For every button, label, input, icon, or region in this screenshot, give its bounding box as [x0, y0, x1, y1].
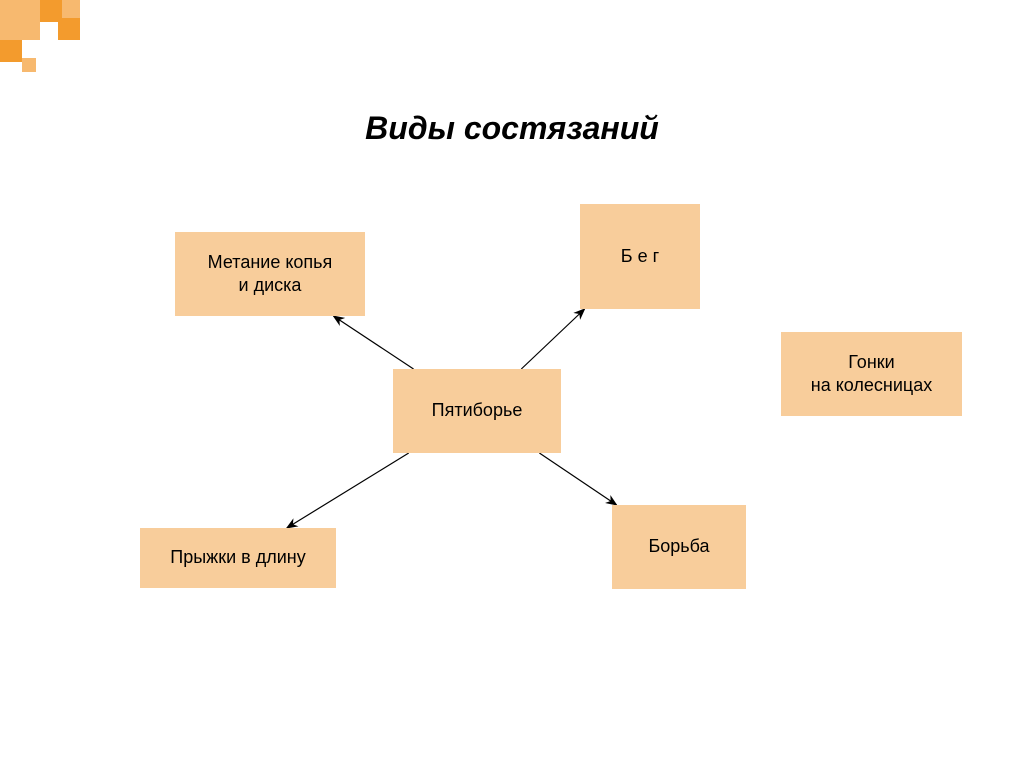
node-jump: Прыжки в длину — [140, 528, 336, 588]
page-title: Виды состязаний — [0, 110, 1024, 147]
node-jump-label: Прыжки в длину — [170, 546, 305, 569]
node-chariot-label: Гонки на колесницах — [811, 351, 932, 398]
node-chariot: Гонки на колесницах — [781, 332, 962, 416]
node-javelin-label: Метание копья и диска — [208, 251, 333, 298]
node-run: Б е г — [580, 204, 700, 309]
node-wrestle-label: Борьба — [648, 535, 709, 558]
corner-decoration — [0, 0, 150, 80]
node-center-label: Пятиборье — [432, 399, 523, 422]
node-run-label: Б е г — [621, 245, 659, 268]
node-center: Пятиборье — [393, 369, 561, 453]
node-javelin: Метание копья и диска — [175, 232, 365, 316]
node-wrestle: Борьба — [612, 505, 746, 589]
